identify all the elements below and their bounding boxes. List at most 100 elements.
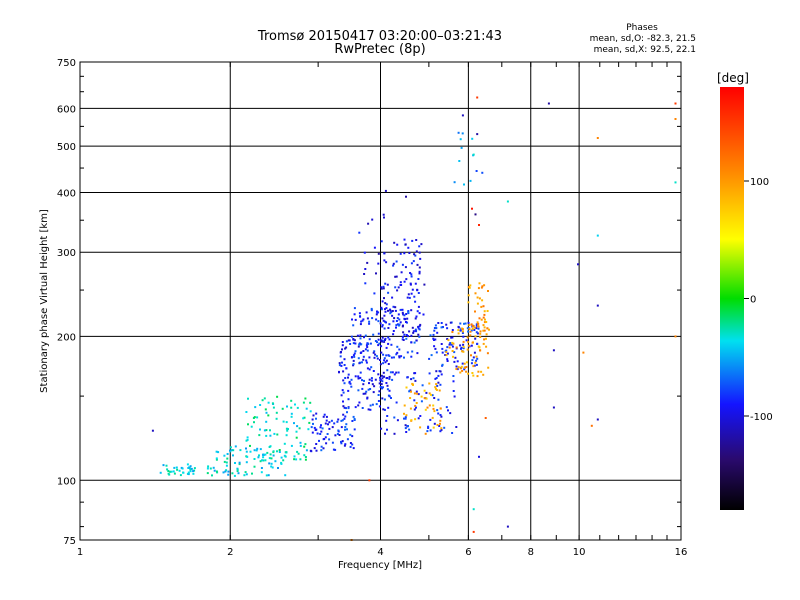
data-point [370, 379, 373, 382]
data-point [413, 295, 416, 298]
data-point [385, 307, 388, 310]
data-point [225, 461, 228, 464]
data-point [319, 426, 322, 429]
data-point [187, 467, 190, 469]
data-point [413, 392, 416, 395]
data-point [253, 449, 256, 452]
data-point [377, 252, 380, 255]
data-point [405, 313, 408, 315]
data-point [383, 297, 385, 300]
data-point [425, 391, 428, 394]
data-point [352, 415, 355, 418]
data-point [349, 445, 352, 448]
data-point [322, 415, 325, 418]
data-point [362, 383, 365, 386]
data-point [461, 114, 464, 117]
data-point [477, 287, 480, 290]
data-point [176, 468, 179, 471]
data-point [364, 392, 367, 395]
data-point [486, 310, 489, 312]
data-point [315, 412, 318, 415]
colorbar-tick-label: 0 [750, 295, 756, 306]
data-point [189, 465, 192, 468]
data-point [472, 530, 475, 533]
data-point [460, 346, 463, 349]
data-point [362, 350, 365, 352]
data-point [473, 329, 476, 331]
stats-heading: Phases [626, 23, 658, 33]
data-point [460, 347, 462, 350]
data-point [437, 398, 440, 401]
data-point [351, 420, 354, 422]
data-point [436, 331, 439, 334]
data-point [322, 447, 325, 450]
data-point [267, 401, 270, 404]
data-point [452, 375, 455, 377]
data-point [401, 311, 404, 314]
data-point [384, 320, 386, 323]
data-point [380, 240, 383, 243]
data-point [440, 343, 443, 345]
data-point [420, 400, 423, 403]
data-point [277, 467, 279, 469]
data-point [459, 367, 462, 370]
data-point [334, 434, 337, 437]
data-point [476, 375, 479, 378]
data-point [407, 335, 409, 338]
data-point [453, 181, 456, 184]
data-point [360, 343, 363, 346]
data-point [285, 421, 288, 424]
data-point [440, 427, 443, 430]
data-point [457, 366, 460, 369]
x-tick-label: 16 [675, 547, 688, 558]
data-point [418, 325, 421, 328]
data-point [271, 466, 274, 469]
data-point [417, 417, 420, 420]
data-point [341, 344, 344, 347]
data-point [282, 420, 285, 423]
data-point [382, 408, 385, 411]
data-point [448, 343, 451, 346]
data-point [439, 407, 442, 410]
data-point [231, 449, 234, 452]
data-point [455, 426, 458, 428]
data-point [333, 422, 336, 425]
data-point [303, 416, 306, 419]
data-point [357, 345, 360, 348]
data-point [403, 252, 406, 255]
data-point [187, 473, 190, 476]
data-point [323, 413, 326, 416]
data-point [344, 347, 347, 350]
data-point [467, 340, 470, 343]
data-point [384, 310, 387, 313]
data-point [247, 423, 249, 426]
data-point [384, 302, 387, 305]
data-point [393, 432, 396, 435]
data-point [401, 263, 404, 266]
data-point [265, 434, 268, 437]
data-point [363, 379, 365, 382]
data-point [186, 463, 189, 466]
data-point [359, 334, 362, 337]
data-point [456, 368, 459, 371]
data-point [276, 433, 279, 436]
data-point [414, 329, 417, 332]
data-point [370, 377, 373, 380]
data-point [398, 318, 401, 321]
data-point [366, 397, 369, 400]
data-point [410, 378, 413, 381]
data-point [342, 413, 345, 416]
data-point [406, 376, 409, 379]
data-point [439, 419, 442, 422]
data-point [433, 329, 436, 332]
data-point [309, 401, 312, 404]
data-point [437, 381, 440, 384]
data-point [227, 470, 230, 473]
data-point [359, 371, 362, 374]
data-point [347, 339, 350, 342]
data-point [414, 317, 417, 320]
data-point [674, 102, 677, 105]
data-point [402, 324, 404, 327]
colorbar-ticks: 100 0 -100 [744, 177, 773, 423]
data-point [384, 339, 386, 341]
